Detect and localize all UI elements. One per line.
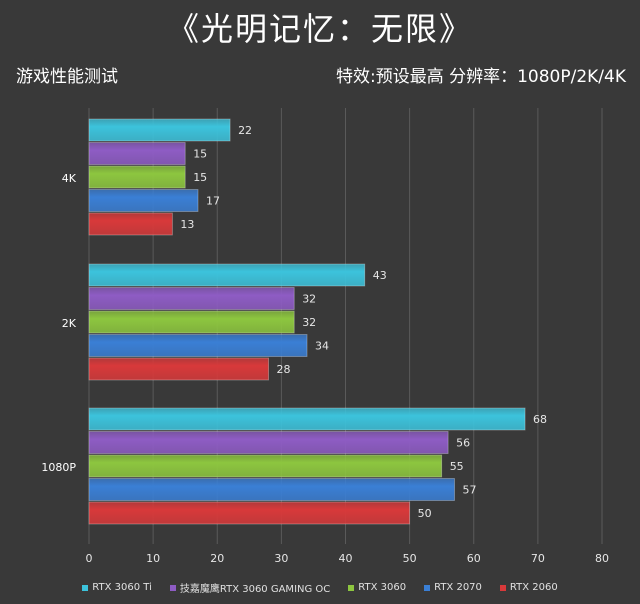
- legend-label: RTX 3060 Ti: [92, 582, 152, 593]
- bar: [88, 454, 443, 478]
- bar: [88, 501, 411, 525]
- bar: [88, 263, 366, 287]
- legend-item: RTX 2070: [424, 580, 482, 595]
- data-label: 32: [302, 316, 316, 329]
- legend-item: 技嘉魔鹰RTX 3060 GAMING OC: [169, 580, 331, 595]
- legend-swatch: [348, 584, 355, 591]
- data-label: 17: [206, 195, 220, 208]
- data-label: 55: [450, 460, 464, 473]
- bar: [88, 310, 295, 334]
- bar: [88, 189, 199, 212]
- data-label: 34: [315, 340, 329, 353]
- bar: [88, 212, 173, 236]
- data-label: 56: [456, 437, 470, 450]
- data-label: 13: [180, 218, 194, 231]
- data-label: 15: [193, 148, 207, 161]
- chart-title: 《光明记忆：无限》: [166, 10, 473, 48]
- labels: 0 10 20 30 40 50 60 70 80 22 15 15 17 13 4K 43 32 32 34 28 2…: [41, 124, 609, 565]
- category-label: 4K: [62, 172, 77, 185]
- x-tick-label: 20: [210, 552, 224, 565]
- bar: [88, 287, 295, 310]
- legend-item: RTX 3060: [348, 580, 406, 595]
- data-label: 68: [533, 413, 547, 426]
- data-label: 43: [373, 269, 387, 282]
- legend-item: RTX 2060: [499, 580, 558, 595]
- bar: [88, 431, 449, 454]
- bars: [88, 118, 526, 525]
- x-tick-label: 80: [595, 552, 609, 565]
- legend-item: RTX 3060 Ti: [82, 580, 152, 595]
- x-tick-label: 40: [339, 552, 353, 565]
- settings-caption: 特效:预设最高 分辨率：1080P/2K/4K: [335, 67, 626, 87]
- data-label: 28: [277, 363, 291, 376]
- x-tick-label: 30: [274, 552, 288, 565]
- x-tick-label: 50: [403, 552, 417, 565]
- data-label: 50: [418, 507, 432, 520]
- x-tick-label: 60: [467, 552, 481, 565]
- test-caption: 游戏性能测试: [16, 67, 118, 87]
- bar: [88, 334, 308, 357]
- legend-label: RTX 2060: [509, 582, 558, 593]
- data-label: 15: [193, 171, 207, 184]
- bar: [88, 165, 186, 189]
- legend-label: RTX 3060: [358, 582, 407, 593]
- bar: [88, 478, 455, 501]
- bar: [88, 118, 231, 142]
- x-tick-label: 70: [531, 552, 545, 565]
- legend: RTX 3060 Ti 技嘉魔鹰RTX 3060 GAMING OC RTX 306…: [0, 580, 640, 595]
- x-tick-label: 0: [86, 552, 93, 565]
- legend-label: 技嘉魔鹰RTX 3060 GAMING OC: [179, 584, 331, 595]
- legend-swatch: [424, 584, 431, 591]
- legend-swatch: [82, 584, 89, 591]
- bar: [88, 142, 186, 165]
- legend-swatch: [499, 584, 506, 591]
- bar: [88, 407, 526, 431]
- data-label: 57: [463, 484, 477, 497]
- category-label: 2K: [62, 317, 77, 330]
- x-tick-label: 10: [146, 552, 160, 565]
- legend-swatch: [169, 584, 176, 591]
- legend-label: RTX 2070: [434, 582, 482, 593]
- data-label: 32: [302, 293, 316, 306]
- category-label: 1080P: [41, 461, 76, 474]
- data-label: 22: [238, 124, 252, 137]
- bar: [88, 357, 269, 381]
